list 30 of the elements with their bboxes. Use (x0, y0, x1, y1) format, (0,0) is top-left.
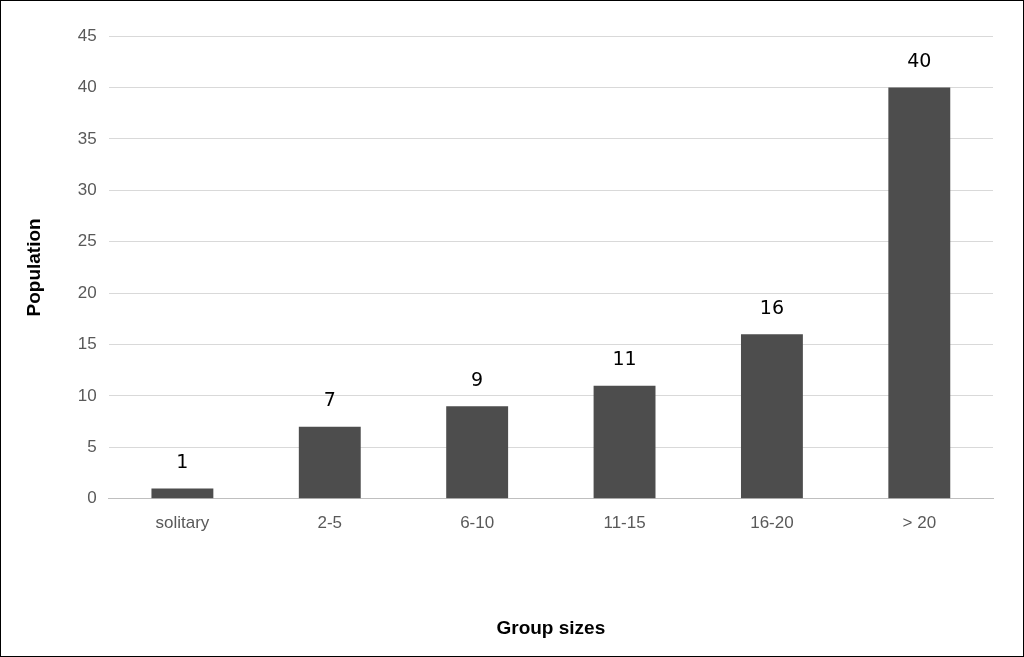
y-tick-label: 5 (87, 437, 97, 457)
bar (593, 385, 656, 499)
x-tick-label: 2-5 (317, 512, 343, 532)
bar (446, 406, 509, 499)
data-label: 1 (176, 449, 189, 472)
y-tick-label: 25 (77, 231, 97, 251)
y-tick-label: 20 (77, 282, 97, 302)
bar (888, 87, 951, 499)
data-label: 7 (323, 388, 336, 411)
y-tick-label: 30 (77, 179, 97, 199)
x-tick-label: 6-10 (460, 512, 495, 532)
y-tick-label: 0 (87, 488, 97, 508)
y-tick-label: 35 (77, 128, 97, 148)
x-tick-label: solitary (155, 512, 210, 532)
bar (151, 488, 214, 499)
data-label: 11 (612, 347, 637, 370)
y-axis-title: Population (22, 218, 44, 317)
bar (740, 334, 803, 499)
x-axis-title: Group sizes (496, 616, 606, 638)
y-tick-label: 10 (77, 385, 97, 405)
data-label: 40 (907, 48, 932, 71)
y-tick-label: 40 (77, 77, 97, 97)
data-label: 16 (759, 295, 785, 318)
y-tick-label: 45 (77, 25, 97, 45)
x-tick-label: > 20 (902, 512, 937, 532)
bar (298, 426, 361, 499)
data-label: 9 (471, 367, 484, 390)
x-tick-label: 11-15 (603, 512, 646, 532)
x-tick-label: 16-20 (750, 512, 794, 532)
y-tick-label: 15 (77, 334, 97, 354)
